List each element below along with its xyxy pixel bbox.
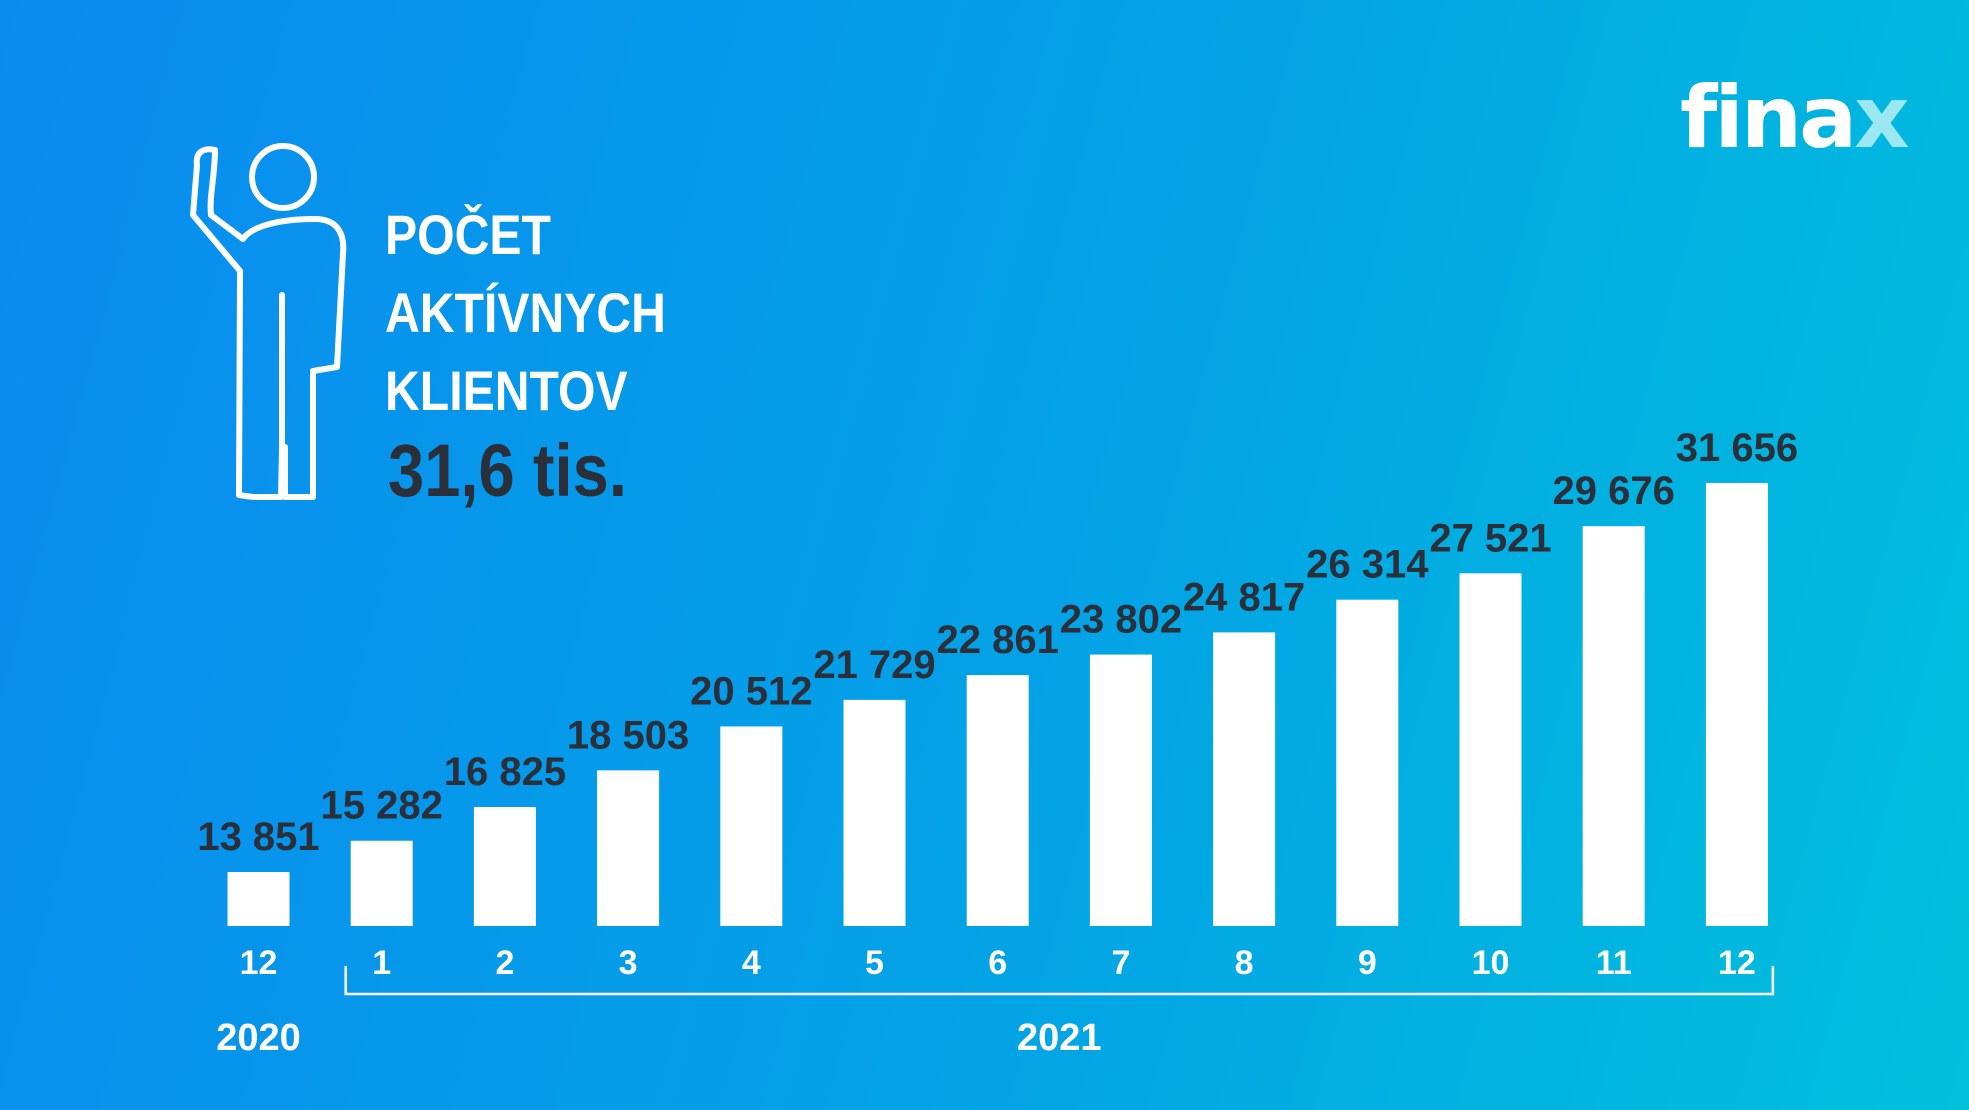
value-label-10: 27 521 <box>1429 516 1551 560</box>
bar-7 <box>1089 654 1152 926</box>
bar-5 <box>843 699 906 926</box>
bar-6 <box>966 675 1029 926</box>
person-waving-icon <box>185 135 360 510</box>
x-tick-label-4: 4 <box>742 944 761 982</box>
value-label-5: 21 729 <box>813 643 935 687</box>
title-line-3: KLIENTOV <box>385 359 628 422</box>
value-label-6: 22 861 <box>937 618 1059 662</box>
bar-11 <box>1582 526 1645 926</box>
headline-total: 31,6 tis. <box>388 429 627 512</box>
x-tick-label-6: 6 <box>988 944 1007 982</box>
x-tick-label-5: 5 <box>865 944 884 982</box>
bar-4 <box>720 726 783 926</box>
x-tick-label-1: 1 <box>372 944 391 982</box>
title-line-2: AKTÍVNYCH <box>385 281 666 344</box>
value-label-12: 31 656 <box>1676 426 1798 470</box>
x-tick-label-2: 2 <box>495 944 514 982</box>
year-label-1: 2021 <box>1017 1017 1102 1059</box>
value-label-1: 15 282 <box>321 784 443 828</box>
bar-3 <box>597 770 660 926</box>
value-label-2: 16 825 <box>444 750 566 794</box>
x-tick-label-7: 7 <box>1111 944 1130 982</box>
year-bracket-1 <box>344 966 1775 996</box>
title-line-1: POČET <box>385 203 551 266</box>
value-label-4: 20 512 <box>690 669 812 713</box>
value-label-11: 29 676 <box>1553 469 1675 513</box>
bar-8 <box>1213 632 1276 926</box>
bar-1 <box>350 840 413 926</box>
value-label-7: 23 802 <box>1060 598 1182 642</box>
value-label-0: 13 851 <box>197 815 319 859</box>
x-tick-label-10: 10 <box>1472 944 1510 982</box>
value-label-3: 18 503 <box>567 713 689 757</box>
x-tick-label-11: 11 <box>1596 944 1632 982</box>
bar-10 <box>1459 573 1522 926</box>
value-label-8: 24 817 <box>1183 575 1305 619</box>
chart-title: POČET AKTÍVNYCH KLIENTOV <box>385 196 666 430</box>
bar-12 <box>1705 482 1768 926</box>
brand-logo-accent: x <box>1854 68 1910 168</box>
x-tick-label-3: 3 <box>619 944 638 982</box>
year-label-0: 2020 <box>216 1017 301 1059</box>
bar-9 <box>1336 599 1399 926</box>
bar-2 <box>473 807 536 926</box>
x-tick-label-0: 12 <box>240 944 278 982</box>
x-tick-label-8: 8 <box>1235 944 1254 982</box>
x-tick-label-9: 9 <box>1358 944 1377 982</box>
brand-logo: finax <box>1680 68 1910 168</box>
x-tick-label-12: 12 <box>1718 944 1756 982</box>
value-label-9: 26 314 <box>1306 543 1429 587</box>
bar-0 <box>227 872 290 926</box>
brand-logo-main: fina <box>1680 68 1857 168</box>
